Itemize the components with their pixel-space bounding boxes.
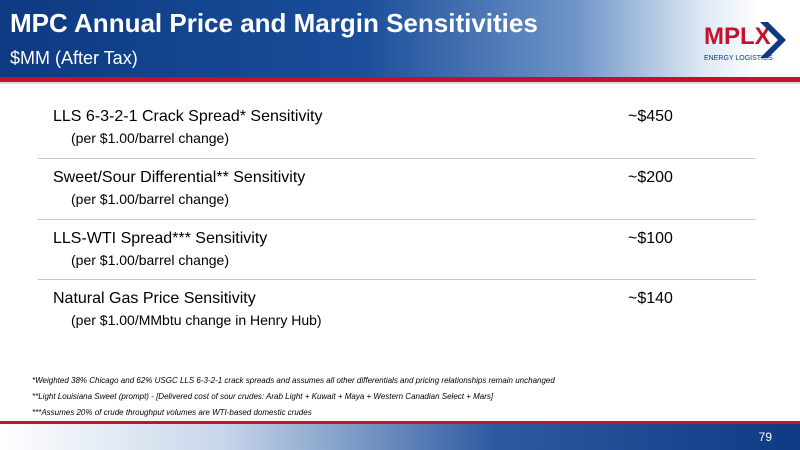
footnote: **Light Louisiana Sweet (prompt) - [Deli… xyxy=(32,392,494,401)
row-value: ~$200 xyxy=(628,169,673,186)
title-banner: MPC Annual Price and Margin Sensitivitie… xyxy=(0,0,800,77)
row-value: ~$450 xyxy=(628,108,673,125)
row-divider xyxy=(38,158,756,159)
row-note: (per $1.00/barrel change) xyxy=(71,130,229,146)
page-subtitle: $MM (After Tax) xyxy=(10,48,138,68)
row-divider xyxy=(38,279,756,280)
row-label: Sweet/Sour Differential** Sensitivity xyxy=(53,169,306,186)
row-label: LLS 6-3-2-1 Crack Spread* Sensitivity xyxy=(53,108,323,125)
logo-wordmark: MPLX xyxy=(704,23,771,50)
footnote: ***Assumes 20% of crude throughput volum… xyxy=(32,408,312,417)
row-value: ~$140 xyxy=(628,290,673,307)
logo-chevron-shape xyxy=(760,22,786,58)
header-rule-light xyxy=(0,82,800,84)
footnote: *Weighted 38% Chicago and 62% USGC LLS 6… xyxy=(32,376,555,385)
row-note: (per $1.00/barrel change) xyxy=(71,191,229,207)
row-value: ~$100 xyxy=(628,230,673,247)
header-rule-red xyxy=(0,77,800,82)
row-divider xyxy=(38,219,756,220)
page-title: MPC Annual Price and Margin Sensitivitie… xyxy=(10,8,538,38)
row-note: (per $1.00/MMbtu change in Henry Hub) xyxy=(71,312,322,328)
row-note: (per $1.00/barrel change) xyxy=(71,252,229,268)
footer-rule-red xyxy=(0,421,800,424)
mplx-logo: MPLX ENERGY LOGISTICS xyxy=(704,22,786,62)
row-label: LLS-WTI Spread*** Sensitivity xyxy=(53,230,268,247)
logo-tagline: ENERGY LOGISTICS xyxy=(704,55,773,62)
row-label: Natural Gas Price Sensitivity xyxy=(53,290,256,307)
footer-bar: 79 xyxy=(0,424,800,450)
page-number: 79 xyxy=(758,430,772,444)
